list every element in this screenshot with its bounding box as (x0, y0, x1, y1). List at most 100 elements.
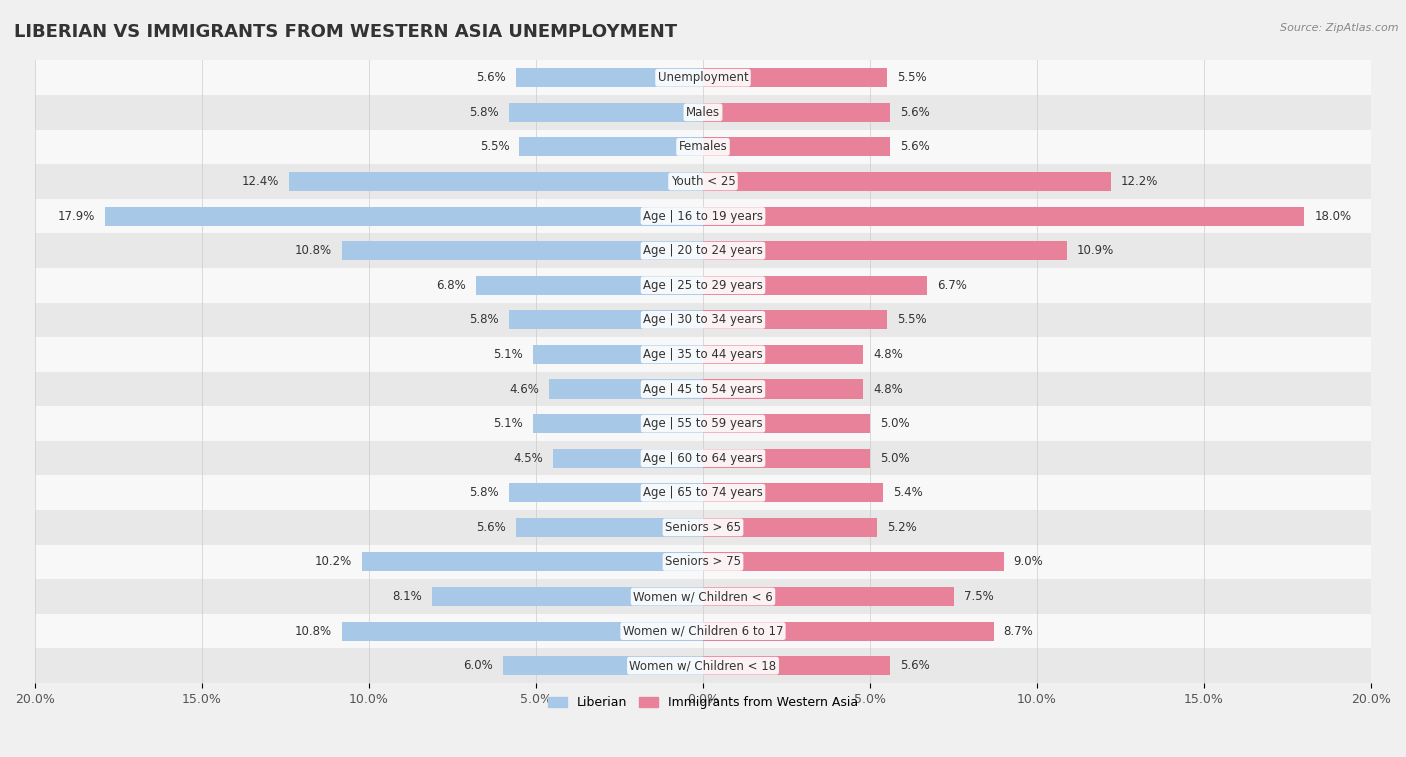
Bar (363, 553, 703, 572)
Bar (35, 337, 1371, 372)
Text: 6.8%: 6.8% (436, 279, 465, 291)
Bar (703, 310, 887, 329)
Bar (519, 137, 703, 157)
Text: 5.6%: 5.6% (900, 140, 929, 154)
Bar (509, 310, 703, 329)
Text: 5.4%: 5.4% (893, 486, 924, 500)
Text: Age | 65 to 74 years: Age | 65 to 74 years (643, 486, 763, 500)
Text: Age | 55 to 59 years: Age | 55 to 59 years (643, 417, 763, 430)
Text: LIBERIAN VS IMMIGRANTS FROM WESTERN ASIA UNEMPLOYMENT: LIBERIAN VS IMMIGRANTS FROM WESTERN ASIA… (14, 23, 678, 41)
Text: Women w/ Children < 18: Women w/ Children < 18 (630, 659, 776, 672)
Bar (35, 649, 1371, 683)
Bar (703, 656, 890, 675)
Bar (533, 345, 703, 364)
Bar (703, 483, 883, 503)
Bar (703, 414, 870, 433)
Text: Seniors > 75: Seniors > 75 (665, 556, 741, 569)
Text: 5.1%: 5.1% (494, 417, 523, 430)
Bar (703, 449, 870, 468)
Bar (475, 276, 703, 294)
Text: 5.6%: 5.6% (477, 521, 506, 534)
Bar (703, 172, 1111, 191)
Text: 4.8%: 4.8% (873, 348, 903, 361)
Legend: Liberian, Immigrants from Western Asia: Liberian, Immigrants from Western Asia (543, 691, 863, 714)
Text: Females: Females (679, 140, 727, 154)
Text: 10.9%: 10.9% (1077, 245, 1115, 257)
Bar (516, 68, 703, 87)
Bar (550, 379, 703, 398)
Bar (703, 379, 863, 398)
Text: 5.8%: 5.8% (470, 106, 499, 119)
Text: 12.4%: 12.4% (242, 175, 278, 188)
Text: 4.8%: 4.8% (873, 382, 903, 395)
Text: Age | 60 to 64 years: Age | 60 to 64 years (643, 452, 763, 465)
Text: Seniors > 65: Seniors > 65 (665, 521, 741, 534)
Bar (703, 103, 890, 122)
Text: Youth < 25: Youth < 25 (671, 175, 735, 188)
Text: 4.6%: 4.6% (509, 382, 540, 395)
Bar (703, 621, 994, 640)
Bar (35, 129, 1371, 164)
Bar (703, 587, 953, 606)
Text: 6.0%: 6.0% (463, 659, 492, 672)
Bar (35, 233, 1371, 268)
Text: Unemployment: Unemployment (658, 71, 748, 84)
Bar (35, 441, 1371, 475)
Text: 5.1%: 5.1% (494, 348, 523, 361)
Text: 5.5%: 5.5% (479, 140, 509, 154)
Bar (105, 207, 703, 226)
Bar (703, 345, 863, 364)
Text: 5.6%: 5.6% (477, 71, 506, 84)
Text: 10.8%: 10.8% (295, 245, 332, 257)
Bar (433, 587, 703, 606)
Text: 18.0%: 18.0% (1315, 210, 1351, 223)
Text: 8.7%: 8.7% (1004, 625, 1033, 637)
Text: Age | 20 to 24 years: Age | 20 to 24 years (643, 245, 763, 257)
Bar (35, 579, 1371, 614)
Bar (703, 68, 887, 87)
Bar (35, 544, 1371, 579)
Text: 12.2%: 12.2% (1121, 175, 1159, 188)
Text: 8.1%: 8.1% (392, 590, 422, 603)
Text: 6.7%: 6.7% (936, 279, 967, 291)
Text: 5.6%: 5.6% (900, 659, 929, 672)
Bar (342, 241, 703, 260)
Text: 5.8%: 5.8% (470, 486, 499, 500)
Bar (502, 656, 703, 675)
Text: 7.5%: 7.5% (963, 590, 993, 603)
Text: 5.0%: 5.0% (880, 452, 910, 465)
Bar (35, 510, 1371, 544)
Text: Age | 30 to 34 years: Age | 30 to 34 years (643, 313, 763, 326)
Bar (703, 553, 1004, 572)
Bar (35, 475, 1371, 510)
Bar (509, 103, 703, 122)
Text: Age | 35 to 44 years: Age | 35 to 44 years (643, 348, 763, 361)
Text: 5.5%: 5.5% (897, 313, 927, 326)
Bar (35, 61, 1371, 95)
Bar (703, 276, 927, 294)
Bar (703, 207, 1305, 226)
Text: Males: Males (686, 106, 720, 119)
Text: 5.5%: 5.5% (897, 71, 927, 84)
Text: 5.8%: 5.8% (470, 313, 499, 326)
Bar (35, 303, 1371, 337)
Text: 10.8%: 10.8% (295, 625, 332, 637)
Text: Age | 25 to 29 years: Age | 25 to 29 years (643, 279, 763, 291)
Text: Source: ZipAtlas.com: Source: ZipAtlas.com (1281, 23, 1399, 33)
Bar (516, 518, 703, 537)
Text: 5.6%: 5.6% (900, 106, 929, 119)
Text: 5.0%: 5.0% (880, 417, 910, 430)
Text: 5.2%: 5.2% (887, 521, 917, 534)
Bar (533, 414, 703, 433)
Text: Women w/ Children < 6: Women w/ Children < 6 (633, 590, 773, 603)
Bar (35, 199, 1371, 233)
Bar (35, 614, 1371, 649)
Text: Age | 45 to 54 years: Age | 45 to 54 years (643, 382, 763, 395)
Text: Women w/ Children 6 to 17: Women w/ Children 6 to 17 (623, 625, 783, 637)
Bar (553, 449, 703, 468)
Text: 10.2%: 10.2% (315, 556, 353, 569)
Text: 4.5%: 4.5% (513, 452, 543, 465)
Bar (703, 518, 877, 537)
Text: 17.9%: 17.9% (58, 210, 96, 223)
Bar (35, 268, 1371, 303)
